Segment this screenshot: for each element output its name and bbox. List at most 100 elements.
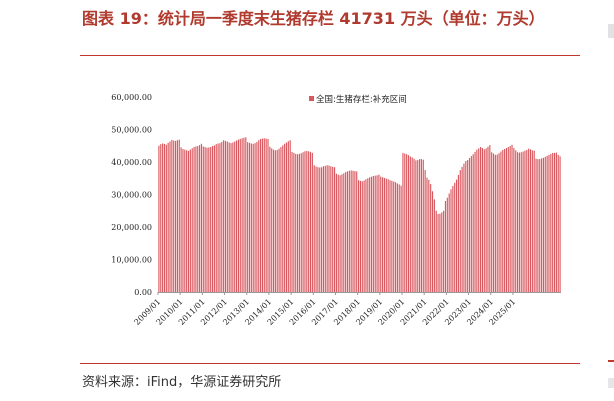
y-tick-label: 30,000.00 [111,191,152,200]
bar [302,152,304,292]
bar [256,141,258,292]
y-tick-label: 10,000.00 [111,256,152,265]
bar [372,175,374,292]
bar [191,148,193,292]
bar [363,180,365,292]
bar [404,153,406,292]
bar [333,167,336,292]
y-tick-label: 20,000.00 [111,223,152,232]
bar [546,155,548,292]
bar [332,166,334,293]
bar [526,149,528,292]
bar [439,213,441,292]
bar [345,172,347,292]
bar [234,141,236,292]
bar [450,189,452,292]
bar [250,143,252,292]
bar [346,171,349,292]
bar [542,157,545,292]
bar [235,140,238,292]
bar [387,179,389,292]
bar [411,157,413,292]
bar [428,179,430,293]
bar [298,153,300,293]
bar [500,151,502,292]
bar [380,176,382,293]
bar [504,149,506,292]
legend-swatch [309,96,314,101]
bar [509,146,511,292]
bar [385,178,387,292]
bar [254,143,256,292]
bar [219,143,221,292]
bar [444,201,447,292]
bar [472,154,474,292]
bar [271,148,273,292]
bar [300,153,302,292]
bar [339,175,341,292]
bar [443,210,445,292]
bar [491,152,493,292]
bar [529,149,532,292]
bar [321,167,323,292]
y-tick-label: 50,000.00 [111,126,152,135]
bar [454,182,456,292]
bar [173,140,175,292]
bar [413,158,415,292]
adjacent-column-edge [604,0,614,401]
bar [180,147,182,293]
y-tick-label: 40,000.00 [111,158,152,167]
bar [396,183,398,292]
bar [324,165,326,292]
bar [163,143,166,292]
bar [306,150,308,292]
bar [467,160,469,292]
bar [480,147,482,292]
bar [284,143,286,292]
bar [459,170,461,293]
bar [189,149,191,292]
bar [383,177,386,292]
bar [230,143,232,292]
bar [354,171,356,292]
bar [272,149,275,292]
bar [232,142,234,292]
bar [535,158,537,292]
bar [402,152,404,292]
bar [171,139,173,292]
bar [359,180,361,292]
bar [169,141,171,292]
bar [468,158,471,292]
bar [282,145,284,292]
bar [313,165,315,292]
bar [407,155,410,292]
bar [210,147,212,292]
bar [382,177,384,292]
bar [431,191,434,292]
title-divider [80,55,580,56]
bar [295,153,297,293]
bar [513,148,515,292]
bar [437,214,439,292]
bar [285,142,288,292]
bar [204,147,206,292]
bar [315,166,317,292]
bar [176,140,178,292]
bar [420,159,423,292]
bar [245,137,247,292]
bar [505,148,508,292]
bar [221,141,223,292]
bar [252,143,254,292]
adjacent-rule-fragment [608,360,614,362]
y-tick-label: 60,000.00 [111,93,152,102]
bar [160,144,162,293]
bar [531,150,533,292]
bar [348,170,350,292]
adjacent-text-fragment [608,378,614,388]
bar [187,150,190,292]
bar [248,142,251,292]
bar [548,154,550,292]
bar [261,138,264,292]
adjacent-title-fragment [608,24,614,38]
bar [470,156,472,292]
